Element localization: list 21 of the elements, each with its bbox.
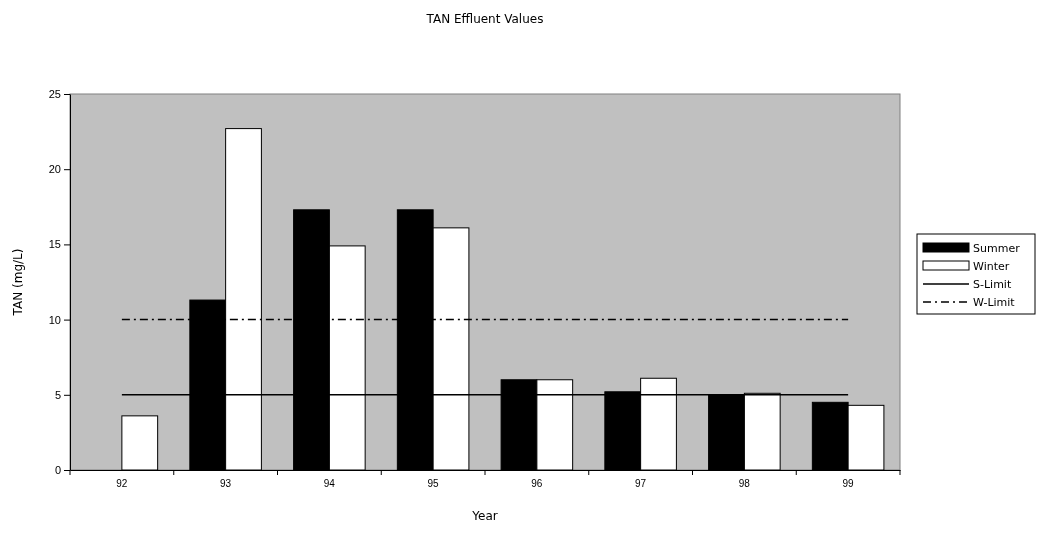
y-tick-label: 10 xyxy=(48,313,61,326)
x-tick-label: 98 xyxy=(738,478,751,490)
x-tick-label: 93 xyxy=(220,478,232,490)
legend-label: Summer xyxy=(973,242,1021,255)
x-tick-label: 95 xyxy=(427,478,440,490)
y-axis-title: TAN (mg/L) xyxy=(11,248,25,317)
legend-label: W-Limit xyxy=(973,296,1016,309)
chart-title: TAN Effluent Values xyxy=(425,12,544,26)
x-tick-label: 92 xyxy=(116,478,128,490)
y-tick-label: 0 xyxy=(54,464,61,477)
legend-label: Winter xyxy=(973,260,1010,273)
x-axis-title: Year xyxy=(471,509,498,523)
y-tick-label: 20 xyxy=(48,163,61,176)
y-tick-label: 15 xyxy=(48,238,61,251)
y-tick-label: 5 xyxy=(54,388,61,401)
x-tick-label: 96 xyxy=(531,478,543,490)
y-tick-label: 25 xyxy=(48,88,61,101)
x-tick-label: 97 xyxy=(635,478,647,490)
legend-label: S-Limit xyxy=(973,278,1012,291)
x-tick-label: 99 xyxy=(842,478,855,490)
x-tick-label: 94 xyxy=(323,478,336,490)
